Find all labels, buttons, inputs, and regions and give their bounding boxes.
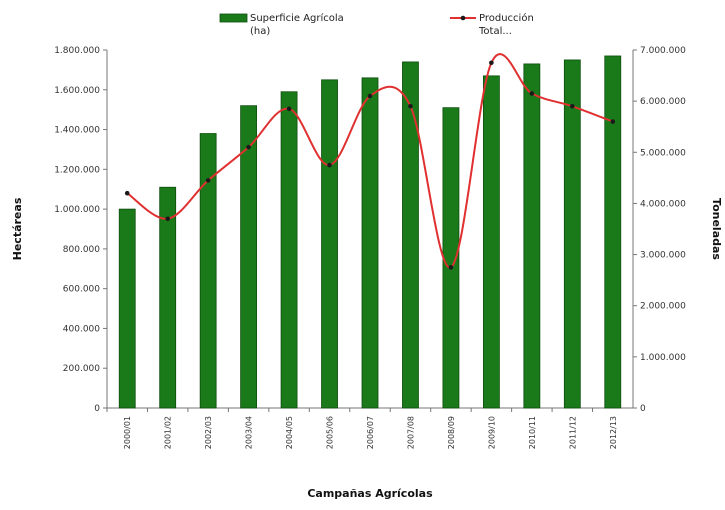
y-tick-label: 0 <box>94 404 100 414</box>
labels-layer: 0 200.000 400.000 600.000 800.000 1.000.000 1.… <box>54 46 686 449</box>
y-tick-label: 1.600.000 <box>54 86 100 96</box>
bar <box>361 77 379 409</box>
y2-tick-label: 4.000.000 <box>640 199 686 209</box>
bar <box>523 63 541 409</box>
x-category-label: 2009/10 <box>487 416 496 449</box>
production-point <box>448 265 454 270</box>
x-category-label: 2003/04 <box>245 416 254 449</box>
y2-tick-label: 3.000.000 <box>640 251 686 261</box>
bar <box>321 79 338 409</box>
bars-layer <box>118 55 622 409</box>
legend-line-marker <box>460 15 466 21</box>
y2-tick-label: 7.000.000 <box>640 46 686 56</box>
bar <box>280 91 298 409</box>
production-point <box>610 119 616 124</box>
legend-line-label-cont: Total... <box>478 26 512 37</box>
y2-axis-title: Toneladas <box>710 198 723 260</box>
y-tick-label: 200.000 <box>63 364 100 374</box>
legend-bar-swatch <box>219 13 248 23</box>
x-category-label: 2010/11 <box>528 416 537 449</box>
bar <box>563 59 581 409</box>
production-point <box>246 144 251 150</box>
production-point <box>408 103 413 109</box>
y-tick-label: 800.000 <box>63 245 100 255</box>
bar <box>199 133 217 409</box>
production-point <box>489 60 494 66</box>
production-line <box>126 53 614 269</box>
x-category-label: 2002/03 <box>204 416 213 449</box>
y2-tick-label: 6.000.000 <box>640 97 686 107</box>
bar <box>604 55 622 409</box>
y-tick-label: 400.000 <box>63 324 100 334</box>
y2-tick-label: 5.000.000 <box>640 148 686 158</box>
x-category-label: 2001/02 <box>164 416 173 449</box>
legend-bar-label: Superficie Agrícola <box>250 12 344 24</box>
y-tick-label: 1.200.000 <box>54 165 100 175</box>
x-category-label: 2012/13 <box>609 416 618 449</box>
x-category-label: 2007/08 <box>406 416 415 449</box>
y-tick-label: 1.000.000 <box>54 205 100 215</box>
y2-tick-label: 1.000.000 <box>640 353 686 363</box>
x-category-label: 2008/09 <box>447 416 456 449</box>
x-category-label: 2004/05 <box>285 416 294 449</box>
production-point <box>570 103 575 109</box>
bar <box>402 61 419 409</box>
production-point <box>529 91 535 96</box>
line-layer <box>124 53 616 270</box>
y2-tick-label: 0 <box>640 404 646 414</box>
production-point <box>165 216 170 222</box>
y-axis-title: Hectáreas <box>11 197 24 260</box>
production-point <box>124 190 130 196</box>
bar <box>118 208 136 409</box>
x-category-label: 2000/01 <box>123 416 132 449</box>
bar <box>240 105 258 409</box>
bar <box>159 186 177 409</box>
production-point <box>205 178 211 183</box>
legend-line-label: Producción <box>479 12 534 24</box>
x-axis-title: Campañas Agrícolas <box>307 487 433 500</box>
x-category-label: 2006/07 <box>366 416 375 449</box>
y2-tick-label: 2.000.000 <box>640 302 686 312</box>
production-point <box>367 93 373 99</box>
production-point <box>327 162 332 168</box>
y-tick-label: 600.000 <box>63 285 100 295</box>
x-category-label: 2005/06 <box>326 416 335 449</box>
y-tick-label: 1.400.000 <box>54 126 100 136</box>
x-category-label: 2011/12 <box>568 416 577 449</box>
production-point <box>286 106 292 112</box>
legend-bar-label-unit: (ha) <box>250 26 270 37</box>
legend: Superficie Agrícola (ha) Producción Tota… <box>219 12 534 37</box>
bar <box>482 75 500 409</box>
y-tick-label: 1.800.000 <box>54 46 100 56</box>
